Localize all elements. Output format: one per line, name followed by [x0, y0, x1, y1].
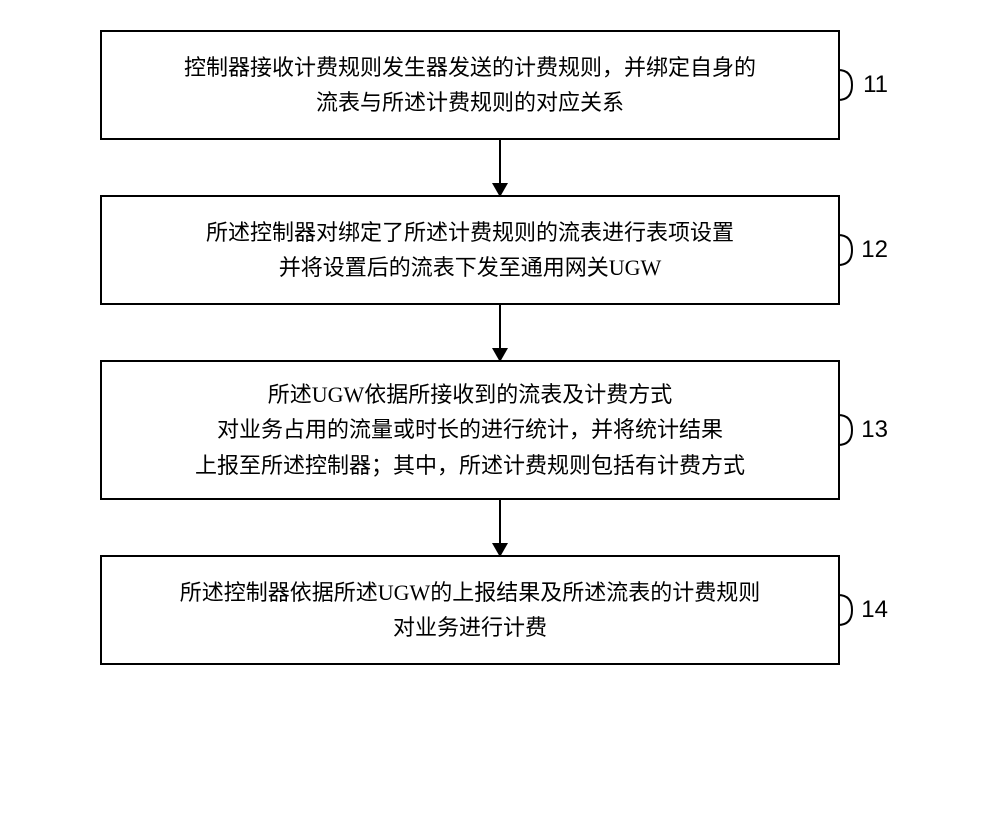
- flow-step-11-text: 控制器接收计费规则发生器发送的计费规则，并绑定自身的 流表与所述计费规则的对应关…: [184, 50, 756, 120]
- curve-connector-11: [838, 60, 866, 110]
- flow-step-13-text: 所述UGW依据所接收到的流表及计费方式 对业务占用的流量或时长的进行统计，并将统…: [195, 377, 745, 483]
- flow-step-13-line-1: 所述UGW依据所接收到的流表及计费方式: [195, 377, 745, 412]
- arrow-12-13: [499, 305, 501, 360]
- flow-step-11-line-1: 控制器接收计费规则发生器发送的计费规则，并绑定自身的: [184, 50, 756, 85]
- flow-step-12-text: 所述控制器对绑定了所述计费规则的流表进行表项设置 并将设置后的流表下发至通用网关…: [206, 215, 734, 285]
- flow-step-14-line-2: 对业务进行计费: [180, 610, 761, 645]
- arrow-11-12: [499, 140, 501, 195]
- arrow-13-14: [499, 500, 501, 555]
- flow-step-12: 所述控制器对绑定了所述计费规则的流表进行表项设置 并将设置后的流表下发至通用网关…: [100, 195, 840, 305]
- flow-step-12-line-1: 所述控制器对绑定了所述计费规则的流表进行表项设置: [206, 215, 734, 250]
- flow-step-13-line-3: 上报至所述控制器；其中，所述计费规则包括有计费方式: [195, 448, 745, 483]
- flow-step-12-line-2: 并将设置后的流表下发至通用网关UGW: [206, 250, 734, 285]
- step-label-13: 13: [861, 416, 888, 444]
- flow-step-11: 控制器接收计费规则发生器发送的计费规则，并绑定自身的 流表与所述计费规则的对应关…: [100, 30, 840, 140]
- flow-step-14-text: 所述控制器依据所述UGW的上报结果及所述流表的计费规则 对业务进行计费: [180, 575, 761, 645]
- flow-step-11-line-2: 流表与所述计费规则的对应关系: [184, 85, 756, 120]
- flow-step-13-line-2: 对业务占用的流量或时长的进行统计，并将统计结果: [195, 412, 745, 447]
- step-label-12: 12: [861, 236, 888, 264]
- step-label-14: 14: [861, 596, 888, 624]
- step-label-11: 11: [863, 71, 888, 99]
- flow-step-14: 所述控制器依据所述UGW的上报结果及所述流表的计费规则 对业务进行计费 14: [100, 555, 840, 665]
- flow-step-14-line-1: 所述控制器依据所述UGW的上报结果及所述流表的计费规则: [180, 575, 761, 610]
- flow-step-13: 所述UGW依据所接收到的流表及计费方式 对业务占用的流量或时长的进行统计，并将统…: [100, 360, 840, 500]
- flowchart-container: 控制器接收计费规则发生器发送的计费规则，并绑定自身的 流表与所述计费规则的对应关…: [100, 30, 900, 665]
